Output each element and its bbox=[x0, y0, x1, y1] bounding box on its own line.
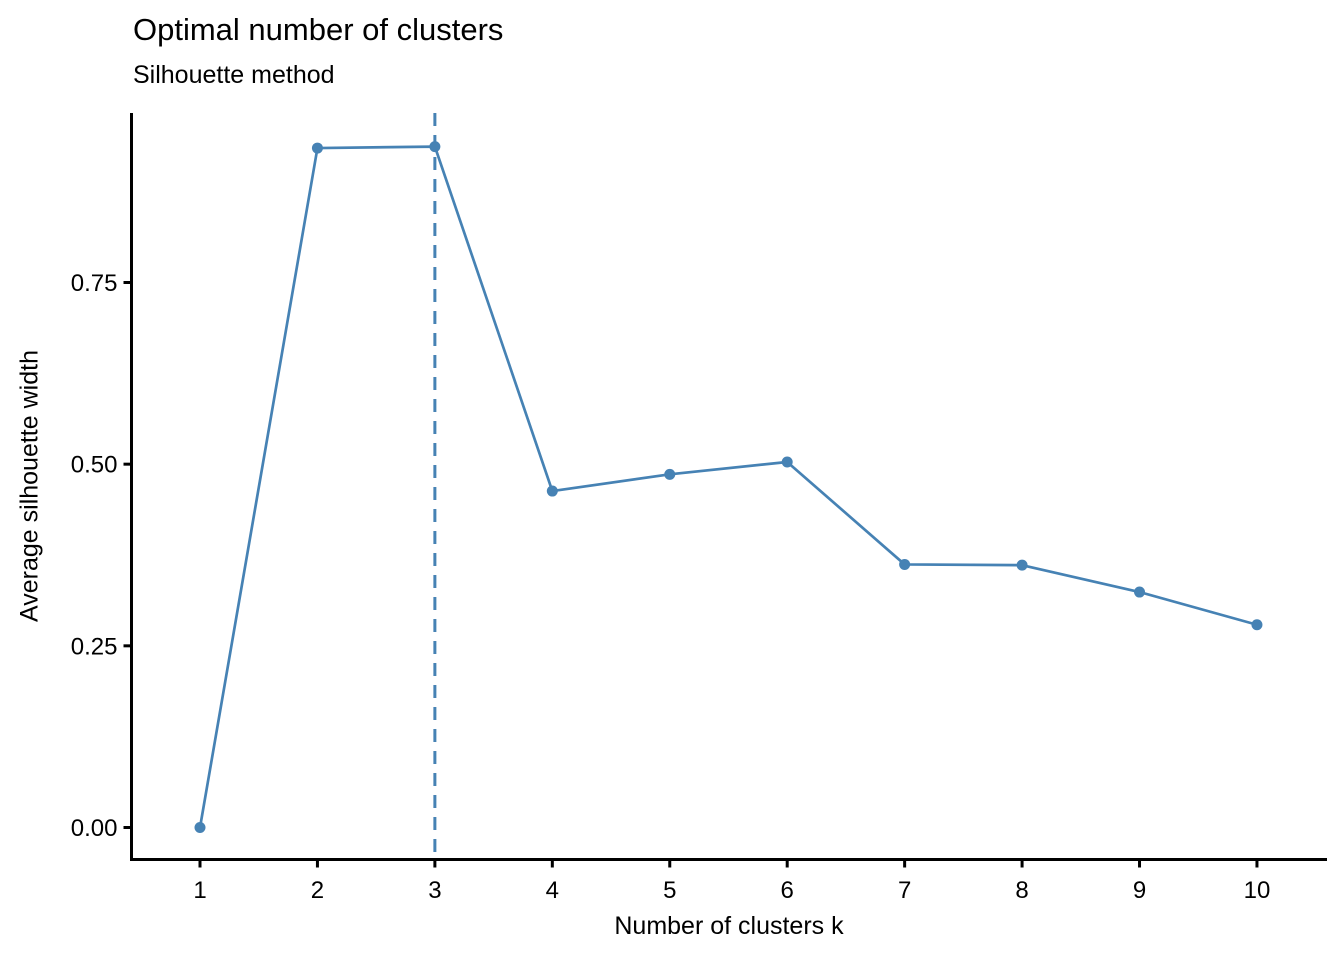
x-tick-label: 5 bbox=[663, 877, 676, 904]
data-point-k7 bbox=[899, 558, 911, 570]
data-point-k1 bbox=[194, 822, 206, 833]
x-tick-label: 6 bbox=[781, 877, 794, 904]
silhouette-line bbox=[198, 145, 1259, 829]
y-tick-label: 0.75 bbox=[71, 270, 118, 297]
x-tick-label: 3 bbox=[428, 877, 441, 904]
data-point-k9 bbox=[1134, 586, 1146, 598]
data-point-k3 bbox=[429, 141, 441, 153]
data-point-k10 bbox=[1251, 619, 1263, 631]
x-tick-label: 7 bbox=[898, 877, 911, 904]
x-tick-label: 9 bbox=[1133, 877, 1146, 904]
data-point-k8 bbox=[1016, 559, 1028, 571]
y-tick-label: 0.50 bbox=[71, 452, 118, 479]
x-tick-label: 2 bbox=[311, 877, 324, 904]
y-tick-label: 0.25 bbox=[71, 633, 118, 660]
data-point-k6 bbox=[781, 456, 793, 468]
x-axis-title: Number of clusters k bbox=[614, 912, 844, 940]
x-tick-label: 8 bbox=[1015, 877, 1028, 904]
y-tick-label: 0.00 bbox=[71, 815, 118, 842]
data-point-k4 bbox=[546, 485, 558, 497]
plot-subtitle: Silhouette method bbox=[133, 61, 335, 89]
x-tick-label: 4 bbox=[546, 877, 559, 904]
plot-title: Optimal number of clusters bbox=[133, 12, 504, 47]
data-point-k5 bbox=[664, 468, 676, 480]
x-tick-label: 10 bbox=[1244, 877, 1271, 904]
data-point-k2 bbox=[311, 142, 323, 154]
x-tick-label: 1 bbox=[193, 877, 206, 904]
